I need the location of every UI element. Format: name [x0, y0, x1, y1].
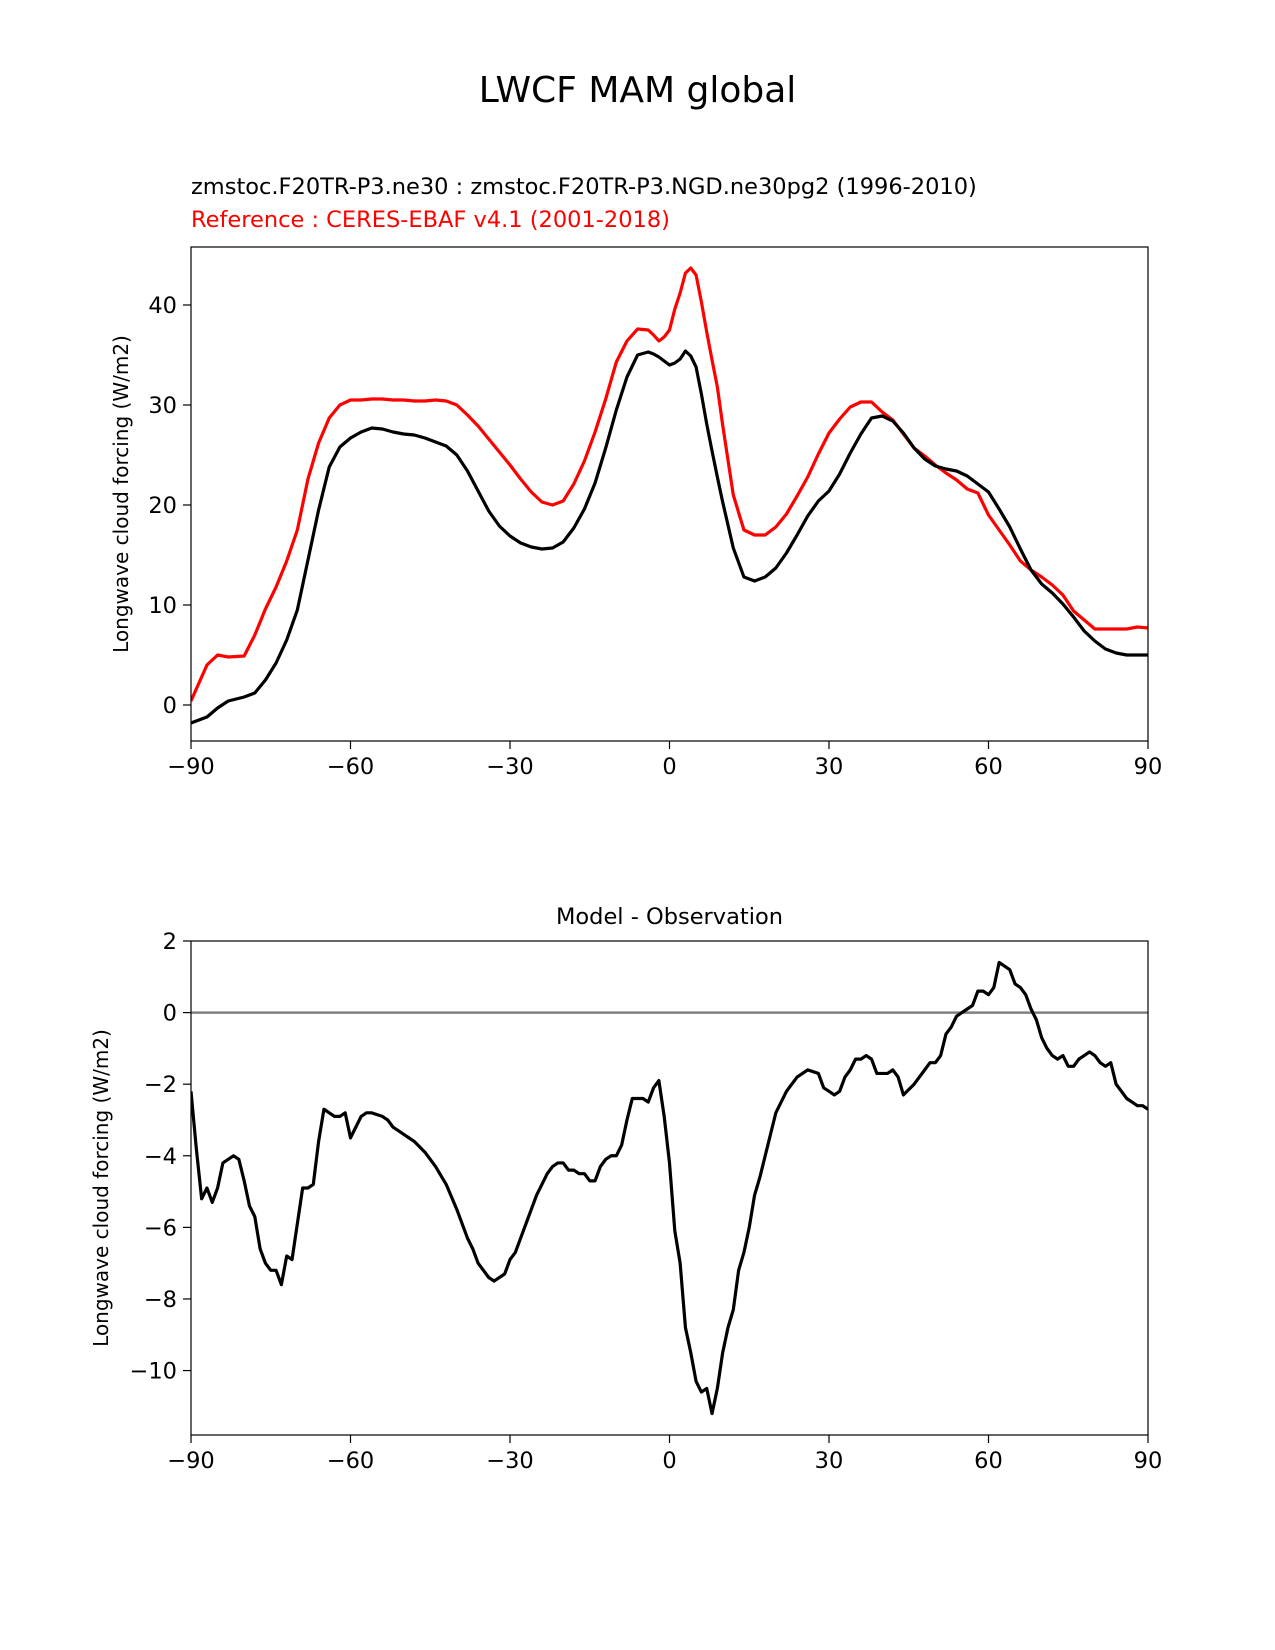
- x-tick-label: −60: [327, 754, 374, 780]
- y-axis-label: Longwave cloud forcing (W/m2): [109, 335, 133, 653]
- y-axis-label: Longwave cloud forcing (W/m2): [89, 1029, 113, 1347]
- x-tick-label: 60: [974, 754, 1003, 780]
- x-tick-label: 30: [815, 1448, 844, 1474]
- y-tick-label: 30: [148, 393, 177, 419]
- bottom-panel: −90 −60 −30 0 30 60 90 −10 −8 −6 −4 −2 0 2 Longwave cl…: [89, 929, 1162, 1474]
- test-series-line: [191, 349, 1148, 725]
- x-tick-label: 90: [1134, 754, 1163, 780]
- x-tick-label: 90: [1134, 1448, 1163, 1474]
- x-tick-label: −90: [167, 754, 214, 780]
- x-tick-label: 0: [662, 754, 676, 780]
- x-tick-label: 60: [974, 1448, 1003, 1474]
- difference-series-line: [191, 960, 1148, 1416]
- x-tick-label: −30: [486, 1448, 533, 1474]
- y-tick-label: −8: [144, 1287, 177, 1313]
- y-tick-label: 40: [148, 293, 177, 319]
- y-tick-label: 0: [163, 693, 177, 719]
- x-tick-label: 30: [815, 754, 844, 780]
- y-tick-label: −10: [130, 1359, 177, 1385]
- x-tick-label: −90: [167, 1448, 214, 1474]
- x-tick-label: −60: [327, 1448, 374, 1474]
- axes-frame: [190, 940, 1149, 1436]
- reference-label: Reference : CERES-EBAF v4.1 (2001-2018): [191, 207, 670, 233]
- top-panel: −90 −60 −30 0 30 60 90 0 10 20 30 40 Longwave cloud …: [109, 246, 1163, 780]
- figure-title: LWCF MAM global: [478, 70, 797, 111]
- difference-panel-title: Model - Observation: [556, 904, 783, 930]
- y-tick-label: −4: [144, 1144, 177, 1170]
- y-tick-label: 20: [148, 493, 177, 519]
- y-tick-label: 2: [163, 929, 177, 955]
- x-tick-label: −30: [486, 754, 533, 780]
- y-tick-label: 10: [148, 593, 177, 619]
- y-tick-label: −6: [144, 1215, 177, 1241]
- y-tick-label: 0: [163, 1001, 177, 1027]
- axes-frame: [190, 246, 1149, 742]
- reference-series-line: [191, 266, 1148, 702]
- x-tick-label: 0: [662, 1448, 676, 1474]
- y-tick-label: −2: [144, 1072, 177, 1098]
- test-case-label: zmstoc.F20TR-P3.ne30 : zmstoc.F20TR-P3.N…: [191, 174, 977, 200]
